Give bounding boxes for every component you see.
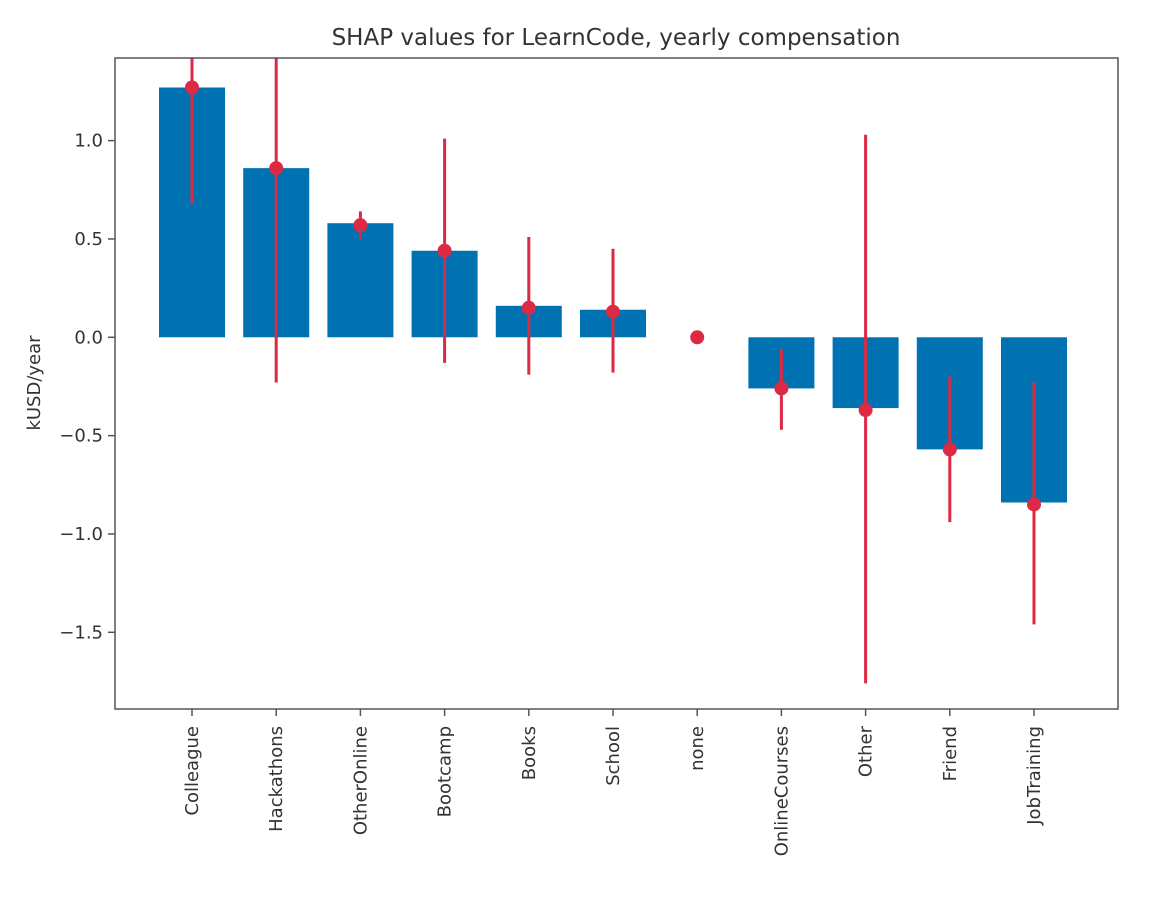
x-tick-label-Other: Other <box>856 725 877 777</box>
point-OtherOnline <box>353 218 368 233</box>
error-bars-layer <box>190 58 1036 684</box>
bar-OtherOnline <box>327 223 394 338</box>
y-tick-label: −0.5 <box>59 426 103 447</box>
point-OnlineCourses <box>774 381 789 396</box>
point-Colleague <box>185 80 199 95</box>
points-layer <box>185 80 1041 512</box>
y-tick-label: 0.0 <box>74 327 103 348</box>
chart-title: SHAP values for LearnCode, yearly compen… <box>332 25 901 51</box>
x-tick-label-OnlineCourses: OnlineCourses <box>771 726 792 856</box>
x-ticks: Colleague Hackathons OtherOnline Bootcamp Bo… <box>182 709 1045 856</box>
point-Friend <box>942 442 957 457</box>
x-tick-label-OtherOnline: OtherOnline <box>350 726 371 835</box>
point-Books <box>521 300 536 315</box>
point-Other <box>858 403 873 418</box>
y-ticks: 1.0 0.5 0.0 −0.5 −1.0 −1.5 <box>59 131 115 643</box>
point-Hackathons <box>269 161 284 176</box>
x-tick-label-Books: Books <box>519 726 540 780</box>
point-JobTraining <box>1027 497 1041 512</box>
point-none <box>690 330 705 345</box>
point-School <box>606 304 620 319</box>
plot-frame <box>114 57 1119 710</box>
x-tick-label-School: School <box>603 726 624 786</box>
y-tick-label: −1.5 <box>59 622 103 643</box>
y-tick-label: 0.5 <box>74 229 103 250</box>
y-axis-label: kUSD/year <box>24 335 45 431</box>
x-tick-label-Bootcamp: Bootcamp <box>435 726 456 817</box>
x-tick-label-JobTraining: JobTraining <box>1024 726 1045 826</box>
y-tick-label: 1.0 <box>74 131 103 152</box>
x-tick-label-Friend: Friend <box>940 726 961 781</box>
x-tick-label-Colleague: Colleague <box>182 726 203 816</box>
y-tick-label: −1.0 <box>59 524 103 545</box>
point-Bootcamp <box>437 243 452 258</box>
x-tick-label-Hackathons: Hackathons <box>266 726 287 832</box>
x-tick-label-none: none <box>687 726 708 771</box>
